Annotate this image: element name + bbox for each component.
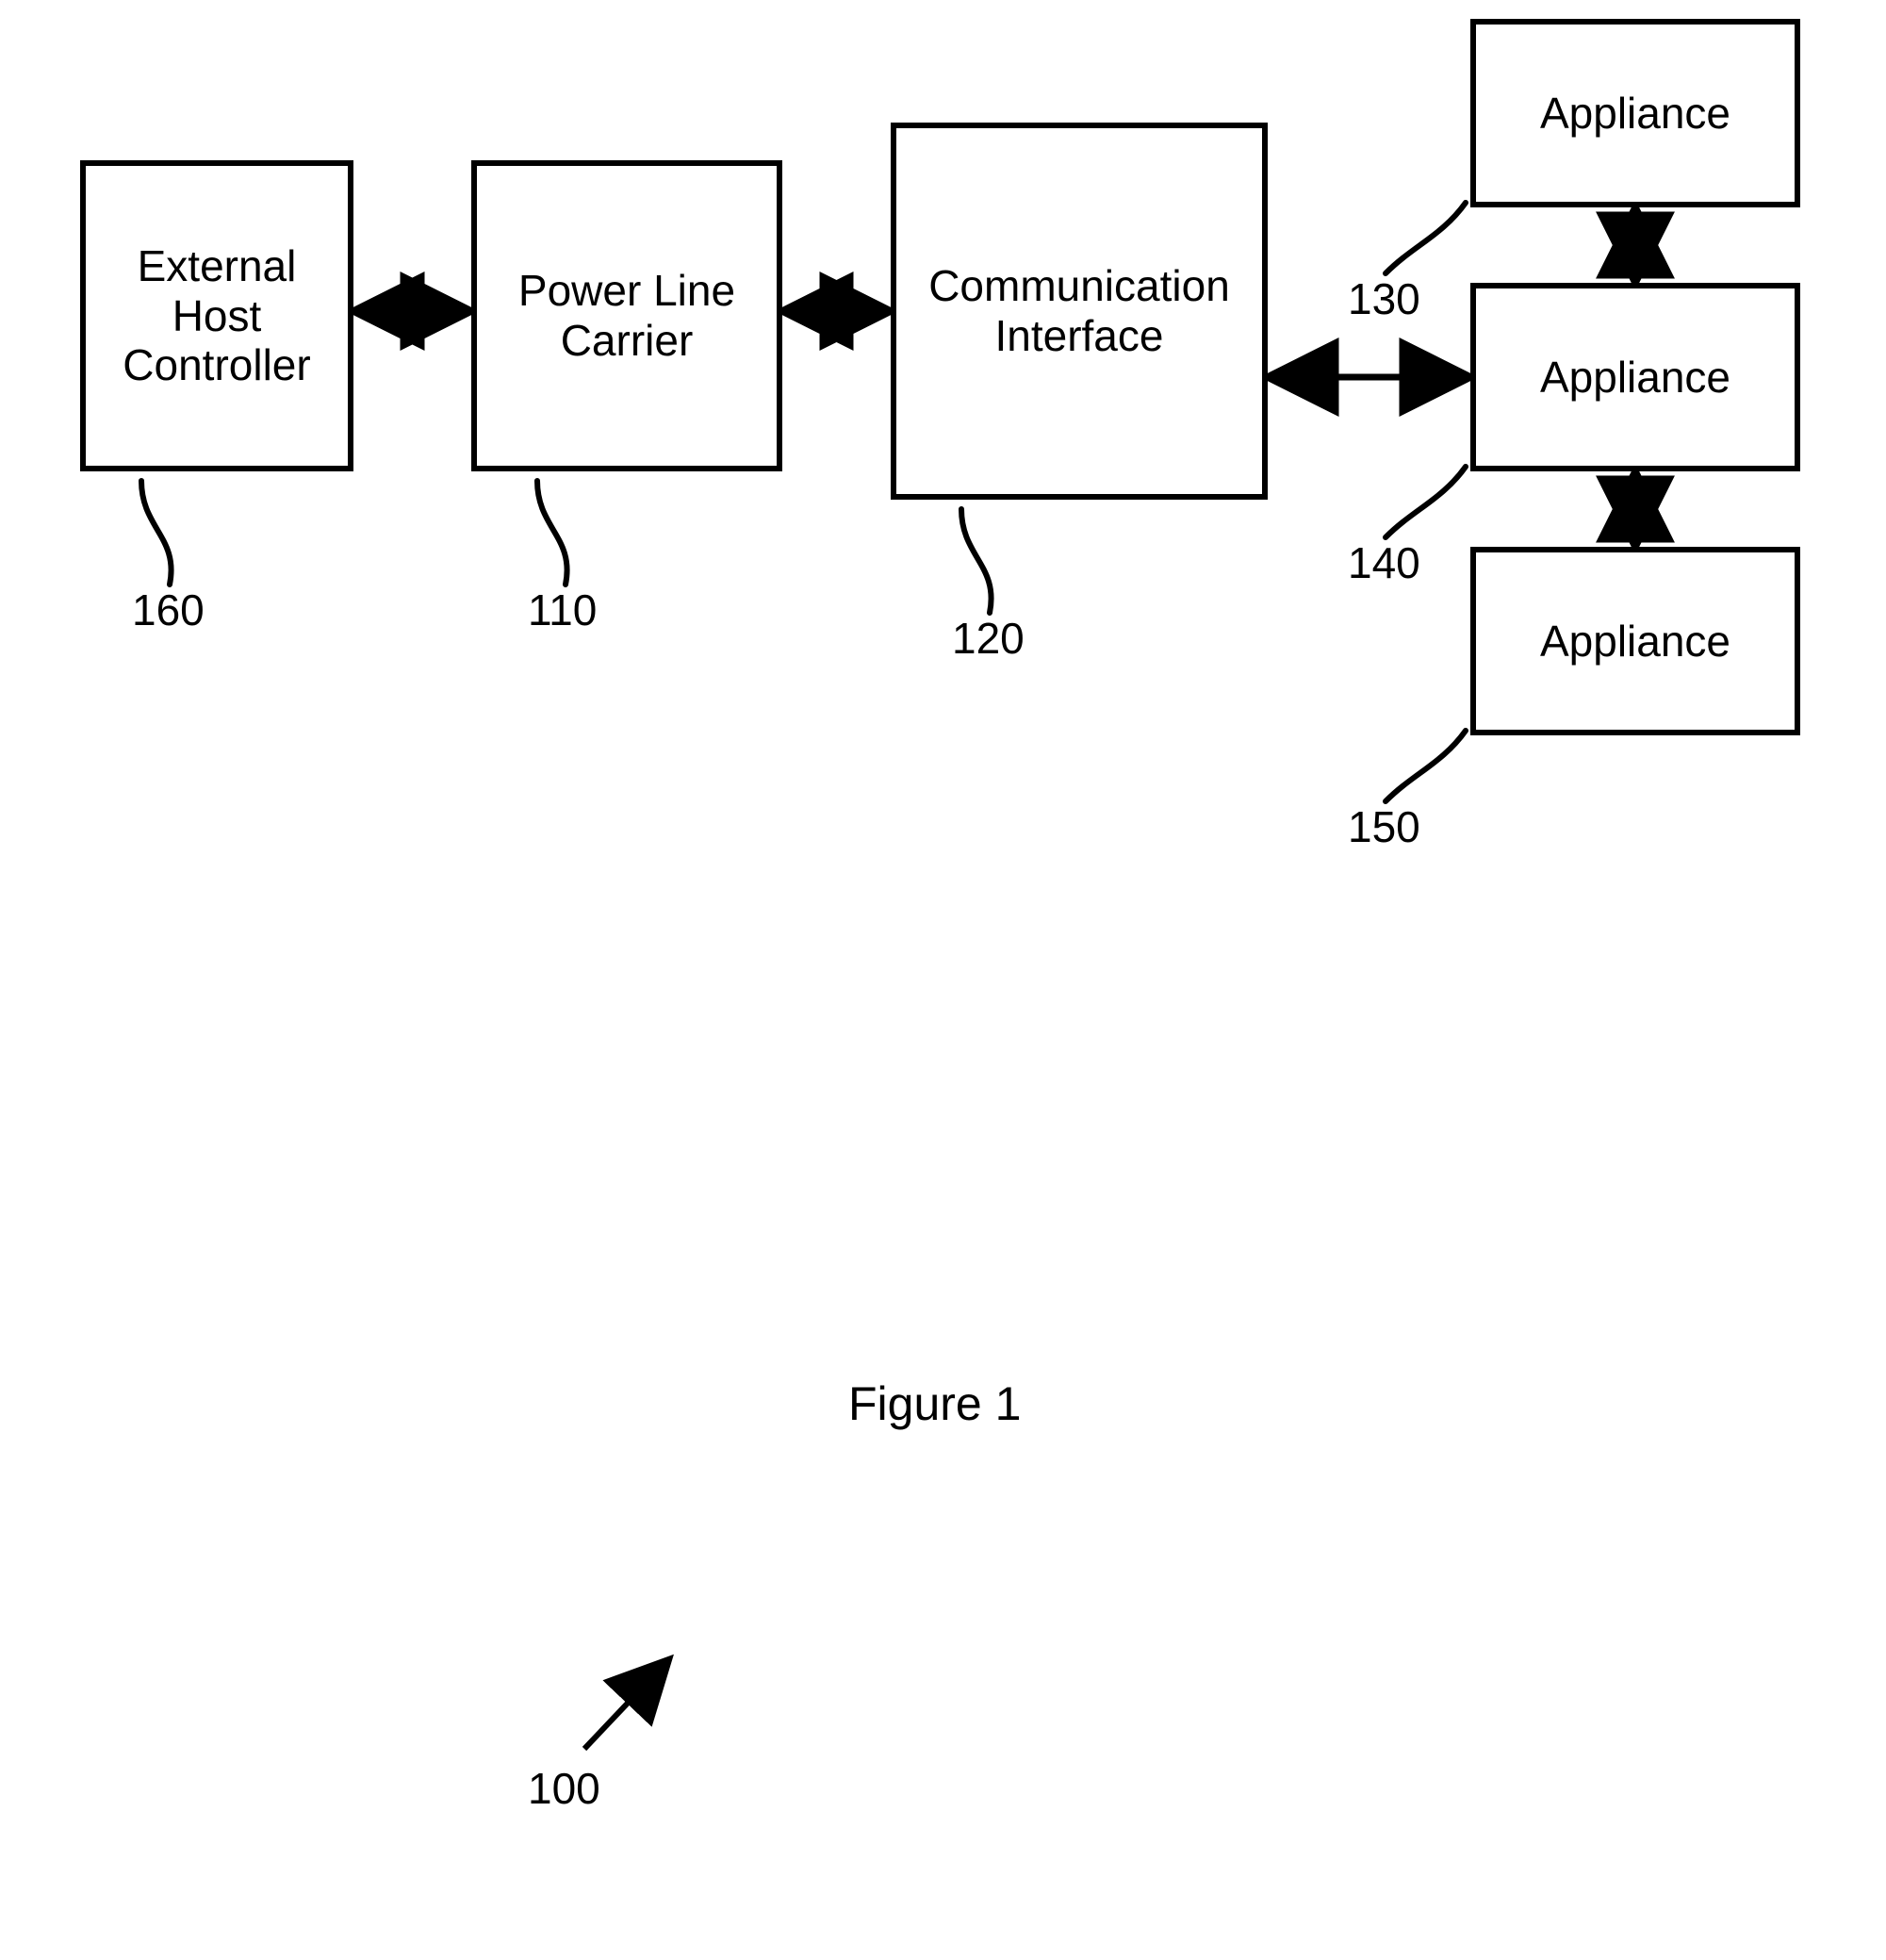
figure-stage: ExternalHostController Power LineCarrier… bbox=[0, 0, 1886, 1960]
node-label: Appliance bbox=[1540, 617, 1730, 667]
ref-150: 150 bbox=[1348, 801, 1420, 852]
node-communication-interface: CommunicationInterface bbox=[891, 123, 1268, 500]
ref-130: 130 bbox=[1348, 273, 1420, 324]
figure-caption: Figure 1 bbox=[848, 1376, 1021, 1431]
node-appliance-bot: Appliance bbox=[1470, 547, 1800, 735]
node-appliance-top: Appliance bbox=[1470, 19, 1800, 207]
node-power-line-carrier: Power LineCarrier bbox=[471, 160, 782, 471]
ref-140: 140 bbox=[1348, 537, 1420, 588]
node-label: Power LineCarrier bbox=[518, 266, 735, 366]
node-external-host-controller: ExternalHostController bbox=[80, 160, 353, 471]
node-label: Appliance bbox=[1540, 89, 1730, 139]
node-label: ExternalHostController bbox=[123, 241, 310, 391]
node-appliance-mid: Appliance bbox=[1470, 283, 1800, 471]
ref-160: 160 bbox=[132, 585, 205, 635]
node-label: CommunicationInterface bbox=[928, 261, 1230, 361]
ref-100: 100 bbox=[528, 1763, 600, 1814]
ref-120: 120 bbox=[952, 613, 1025, 664]
node-label: Appliance bbox=[1540, 353, 1730, 403]
ref-110: 110 bbox=[528, 585, 597, 635]
